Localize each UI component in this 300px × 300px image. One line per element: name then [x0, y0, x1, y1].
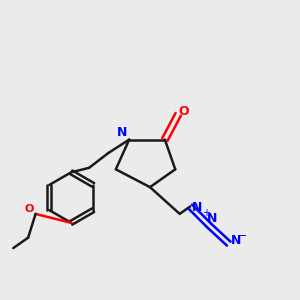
- Text: N: N: [192, 202, 203, 214]
- Text: O: O: [179, 105, 190, 118]
- Text: N: N: [231, 234, 242, 247]
- Text: N: N: [117, 126, 127, 139]
- Text: O: O: [25, 204, 34, 214]
- Text: N: N: [207, 212, 217, 225]
- Text: +: +: [202, 208, 210, 218]
- Text: −: −: [238, 231, 248, 241]
